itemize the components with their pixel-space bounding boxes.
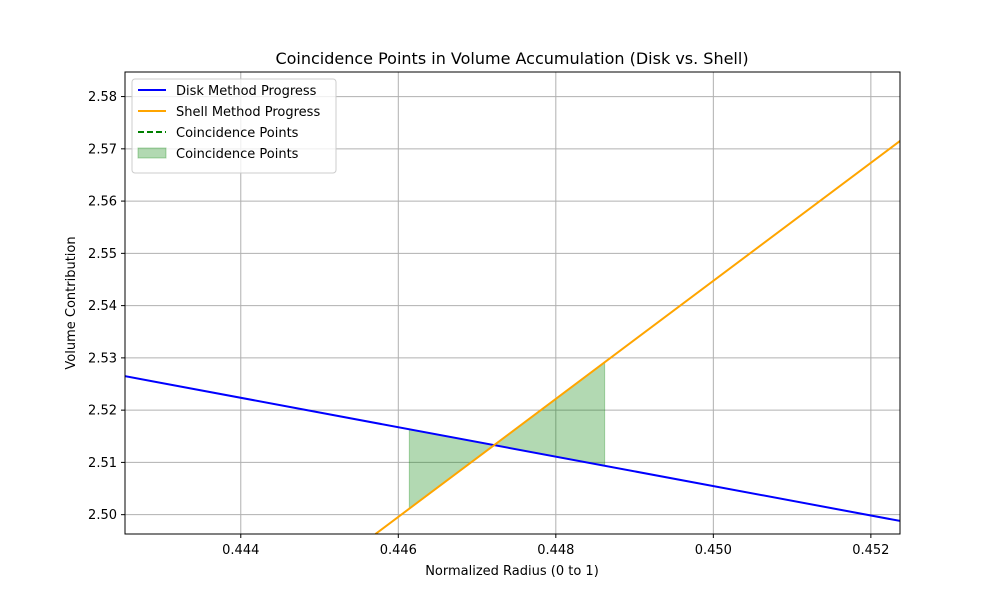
plot-frame: [124, 71, 901, 535]
legend-swatch-patch: [137, 147, 167, 159]
y-axis-label: Volume Contribution: [64, 236, 79, 369]
chart-title: Coincidence Points in Volume Accumulatio…: [275, 49, 748, 68]
y-tick-label: 2.55: [88, 247, 117, 262]
legend-label: Coincidence Points: [176, 126, 299, 141]
y-tick-label: 2.50: [88, 508, 117, 523]
y-tick-label: 2.56: [88, 195, 117, 210]
legend: Disk Method Progress Shell Method Progres…: [131, 78, 337, 174]
y-tick-label: 2.54: [88, 299, 117, 314]
ticks: 0.444 0.446 0.448 0.450 0.452 2.50 2.51 2.52 2.5…: [88, 90, 889, 558]
x-tick-label: 0.450: [695, 543, 732, 558]
series-layer: [125, 140, 900, 534]
legend-label: Coincidence Points: [176, 147, 299, 162]
y-tick-label: 2.52: [88, 404, 117, 419]
x-tick-label: 0.448: [537, 543, 574, 558]
x-tick-label: 0.446: [380, 543, 417, 558]
x-axis-label: Normalized Radius (0 to 1): [425, 564, 599, 579]
x-tick-label: 0.444: [222, 543, 259, 558]
legend-label: Disk Method Progress: [176, 84, 317, 99]
legend-label: Shell Method Progress: [176, 105, 320, 120]
x-tick-label: 0.452: [852, 543, 889, 558]
y-tick-label: 2.58: [88, 90, 117, 105]
y-tick-label: 2.51: [88, 456, 117, 471]
y-tick-label: 2.57: [88, 142, 117, 157]
series-line: [125, 375, 900, 522]
series-line: [374, 140, 900, 534]
y-tick-label: 2.53: [88, 351, 117, 366]
legend-box: [131, 78, 337, 174]
